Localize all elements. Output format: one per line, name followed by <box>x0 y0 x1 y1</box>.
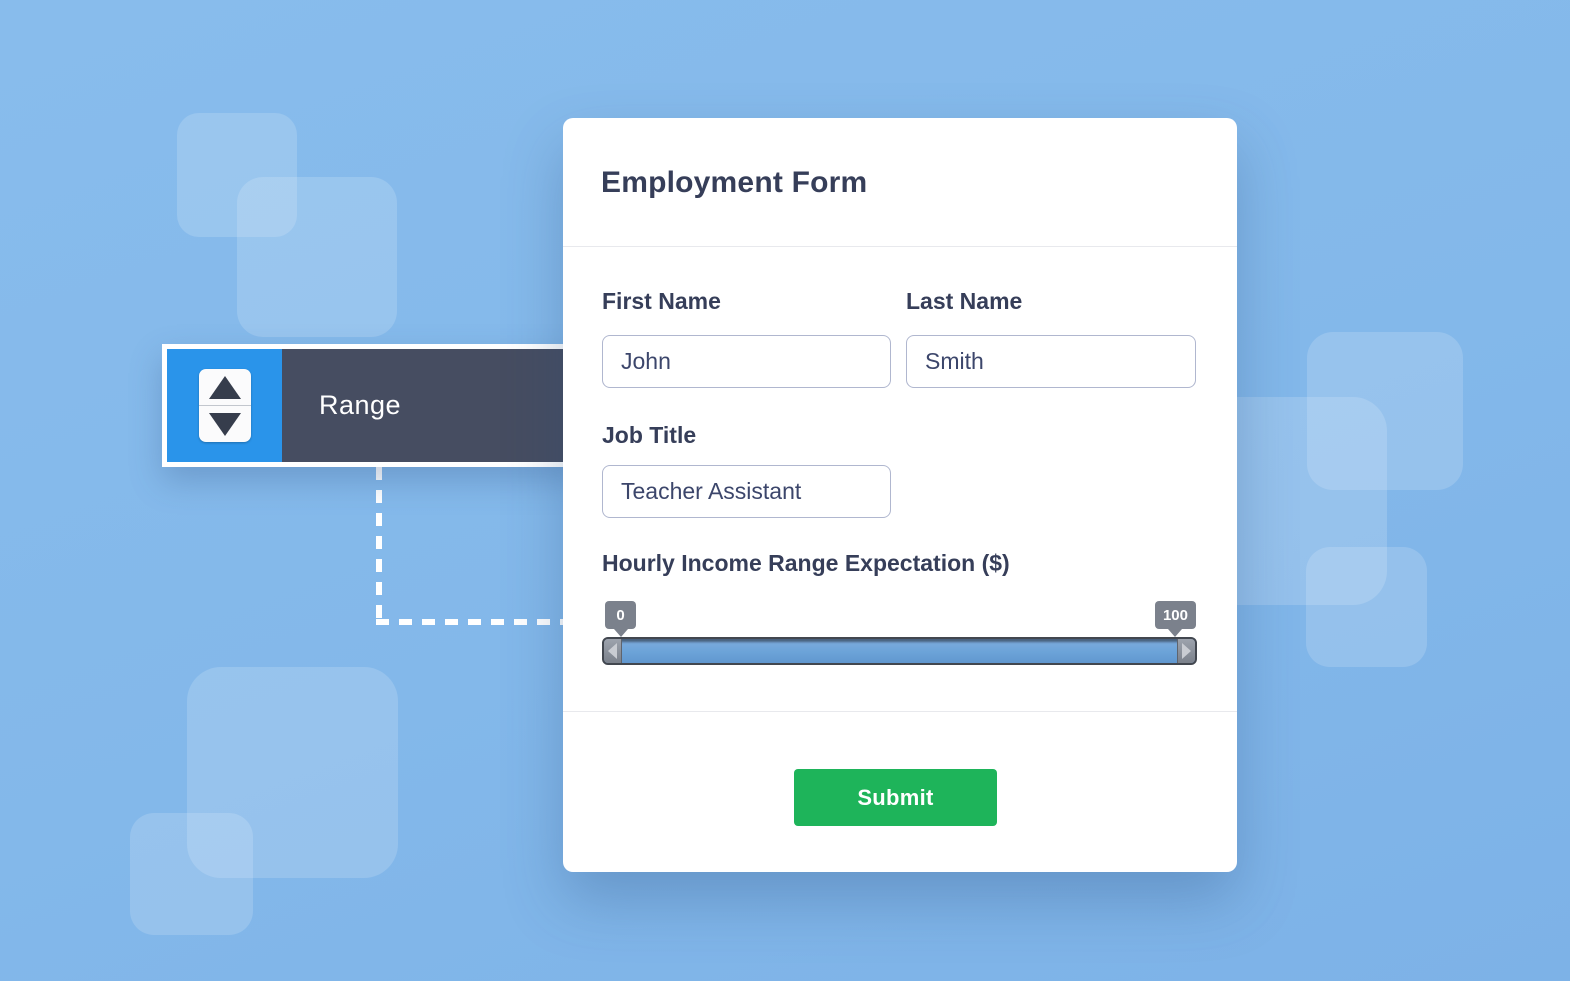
range-widget-label-cell: Range <box>282 349 578 462</box>
income-range-label: Hourly Income Range Expectation ($) <box>602 550 1010 576</box>
connector-dashed-line-horizontal <box>376 619 564 625</box>
header-divider <box>563 246 1237 247</box>
decor-square <box>1307 332 1463 490</box>
last-name-label: Last Name <box>906 288 1023 314</box>
slider-max-value-tooltip: 100 <box>1154 601 1196 637</box>
range-widget-toolbox-item[interactable]: Range <box>162 344 583 467</box>
form-title: Employment Form <box>601 166 868 199</box>
decor-square <box>187 667 398 878</box>
slider-track[interactable] <box>602 637 1197 665</box>
income-range-slider[interactable]: 0 100 <box>602 601 1197 665</box>
slider-min-handle[interactable] <box>604 639 622 663</box>
range-widget-label: Range <box>319 390 402 420</box>
first-name-input[interactable] <box>602 335 891 388</box>
decor-square <box>177 113 297 237</box>
slider-max-handle[interactable] <box>1177 639 1195 663</box>
stepper-down-icon <box>199 406 251 442</box>
employment-form-card: Employment Form First Name Last Name Job… <box>563 118 1237 872</box>
last-name-input[interactable] <box>906 335 1196 388</box>
connector-dashed-line-vertical <box>376 467 382 623</box>
job-title-input[interactable] <box>602 465 891 518</box>
decor-square <box>130 813 253 935</box>
job-title-label: Job Title <box>602 422 697 448</box>
footer-divider <box>563 711 1237 712</box>
range-widget-icon-cell <box>167 349 282 462</box>
submit-button[interactable]: Submit <box>794 769 997 826</box>
arrow-right-icon <box>1182 643 1191 659</box>
decor-square <box>237 177 397 337</box>
first-name-label: First Name <box>602 288 721 314</box>
decor-square <box>1306 547 1427 667</box>
up-down-stepper-icon <box>198 369 251 442</box>
stepper-up-icon <box>199 369 251 405</box>
stepper-divider <box>198 405 251 406</box>
slider-min-value-tooltip: 0 <box>605 601 636 637</box>
arrow-left-icon <box>608 643 617 659</box>
